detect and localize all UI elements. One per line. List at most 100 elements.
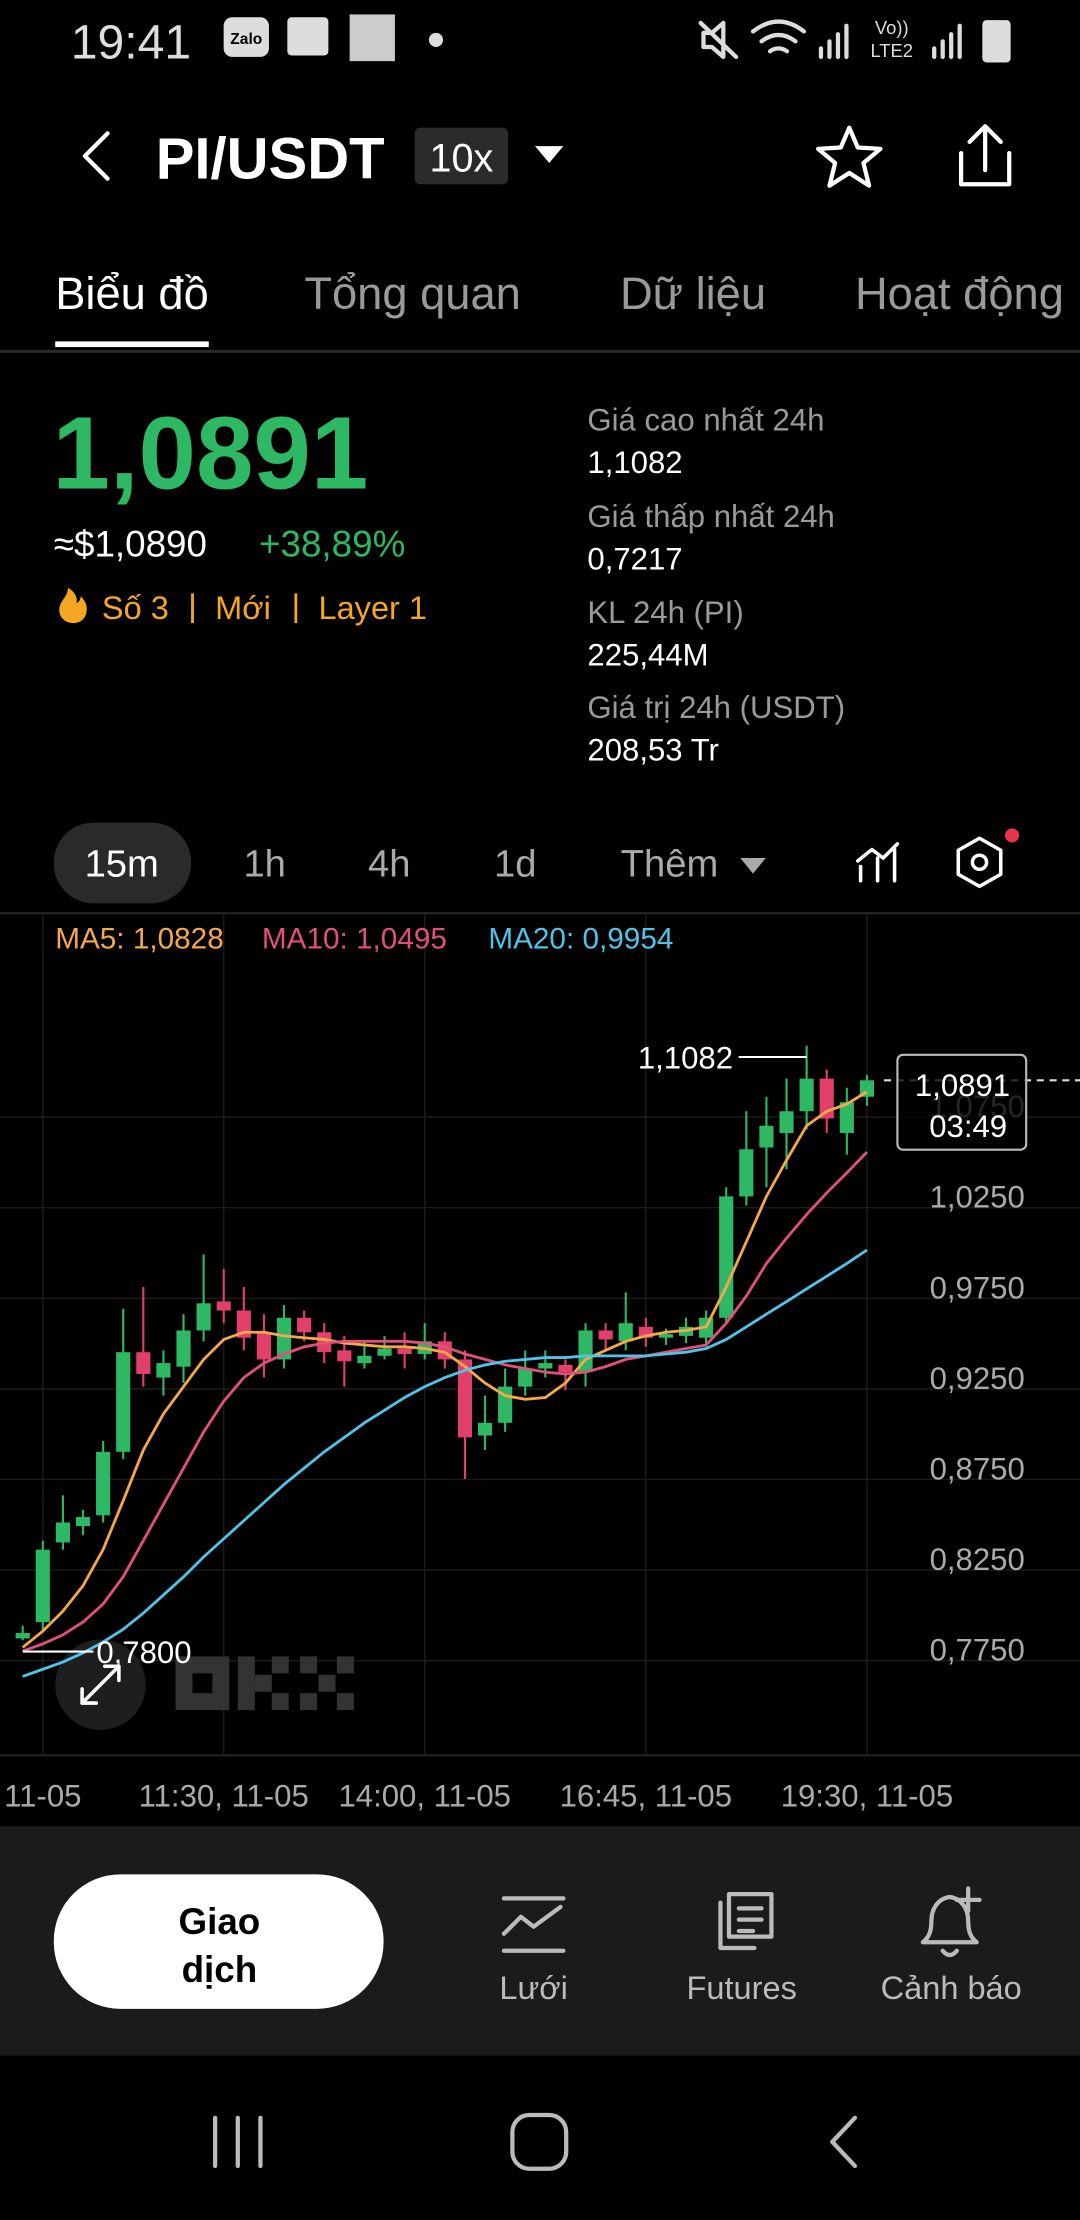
notification-dot	[1004, 828, 1020, 843]
candle-body	[598, 1330, 613, 1340]
action-label[interactable]: Lưới	[499, 1970, 567, 2006]
candle-body	[658, 1334, 674, 1338]
zalo-icon	[223, 17, 269, 57]
more-dropdown[interactable]	[740, 858, 766, 874]
gallery-icon	[287, 17, 329, 56]
high-marker-label: 1,1082	[638, 1040, 733, 1075]
candle-body	[96, 1451, 111, 1516]
nav-back-button[interactable]	[830, 2115, 858, 2169]
x-tick-label: 11:30, 11-05	[139, 1778, 309, 1813]
candle-body	[156, 1363, 171, 1378]
trade-label: dịch	[182, 1949, 258, 1990]
last-price-box	[896, 1053, 1028, 1151]
stat-value: 0,7217	[587, 541, 682, 576]
zalo-text: Zalo	[230, 31, 262, 48]
candle-body	[216, 1301, 231, 1311]
x-tick-label: 19:30, 11-05	[781, 1778, 953, 1813]
dot-icon	[428, 32, 444, 47]
back-button[interactable]	[82, 131, 110, 181]
stat-value: 225,44M	[587, 638, 708, 673]
signal-icon-2	[932, 23, 962, 60]
candle-body	[397, 1348, 412, 1355]
indicator-button[interactable]	[856, 842, 900, 883]
x-tick-label: 14:00, 11-05	[338, 1778, 510, 1813]
candle-body	[15, 1632, 30, 1639]
status-bar: 19:41 Zalo Vo)) LTE2	[71, 14, 1011, 69]
stat-value: 208,53 Tr	[587, 732, 719, 767]
tab-underline	[55, 341, 209, 348]
candle-body	[839, 1102, 854, 1133]
hot-icon	[59, 587, 87, 624]
action-label[interactable]: Cảnh báo	[881, 1970, 1022, 2006]
leverage-badge	[414, 127, 509, 185]
x-tick-label: 11-05	[4, 1778, 81, 1813]
legend-item: MA20: 0,9954	[488, 923, 673, 956]
timeframe[interactable]: 15m	[85, 842, 159, 885]
home-button[interactable]	[510, 2112, 569, 2171]
candle-body	[477, 1422, 493, 1436]
futures-icon[interactable]	[718, 1892, 774, 1951]
timeframes: 15m 1h 4h 1d Thêm	[0, 822, 1080, 915]
candle-body	[638, 1326, 653, 1338]
candle-body	[558, 1364, 573, 1373]
tab[interactable]: Biểu đồ	[55, 268, 209, 319]
tag[interactable]: Số 3	[102, 590, 169, 626]
timeframe[interactable]: 1d	[494, 842, 536, 885]
tab[interactable]: Dữ liệu	[620, 268, 766, 319]
ticker: 1,0891 ≈$1,0890 +38,89% Số 3 Mới Layer 1	[52, 395, 427, 626]
candle-body	[357, 1355, 372, 1364]
trade-button[interactable]	[53, 1874, 384, 2009]
grid-bot-icon[interactable]	[501, 1896, 566, 1953]
y-tick-label: 0,8250	[930, 1542, 1025, 1577]
share-button[interactable]	[958, 124, 1012, 187]
action-label[interactable]: Futures	[687, 1970, 797, 2006]
stat-label: KL 24h (PI)	[587, 595, 743, 630]
y-tick-label: 0,8750	[930, 1451, 1025, 1486]
clock: 19:41	[71, 15, 191, 69]
pair-title: PI/USDT	[156, 127, 385, 192]
candle-body	[196, 1303, 211, 1331]
candle-body	[739, 1149, 754, 1197]
recent-apps-button[interactable]	[213, 2115, 263, 2169]
tab[interactable]: Hoạt động	[855, 268, 1064, 319]
timeframe[interactable]: 4h	[368, 842, 410, 885]
leverage-text: 10x	[429, 137, 493, 181]
candle-body	[759, 1125, 774, 1148]
y-tick-label: 0,9250	[930, 1361, 1025, 1396]
candle-body	[518, 1368, 533, 1387]
candle-body	[116, 1352, 131, 1452]
candle-body	[256, 1332, 271, 1360]
tag[interactable]: Layer 1	[318, 590, 427, 626]
change-percent: +38,89%	[259, 524, 405, 565]
pair-dropdown[interactable]	[535, 146, 564, 164]
usd-price: ≈$1,0890	[54, 524, 207, 565]
candle-body	[337, 1350, 352, 1362]
candle-body	[276, 1317, 292, 1360]
ma-line	[22, 1248, 868, 1678]
tabs: Biểu đồ Tổng quan Dữ liệu Hoạt động	[0, 268, 1080, 353]
ma-line	[21, 1090, 868, 1649]
expand-icon	[80, 1664, 121, 1705]
legend-item: MA5: 1,0828	[55, 923, 224, 956]
timeframe[interactable]: Thêm	[621, 842, 719, 885]
settings-dot	[970, 853, 989, 872]
tag[interactable]: Mới	[215, 590, 271, 626]
low-marker-label: 0,7800	[96, 1635, 191, 1670]
timeframe[interactable]: 1h	[243, 842, 286, 885]
last-price: 1,0891	[52, 395, 368, 511]
countdown-label: 03:49	[929, 1109, 1007, 1144]
y-tick-label: 1,0250	[930, 1180, 1025, 1215]
signal-icon	[818, 23, 849, 60]
candle-body	[799, 1078, 814, 1112]
favorite-button[interactable]	[816, 125, 883, 188]
trade-label: Giao	[178, 1901, 260, 1942]
app-icon	[349, 14, 395, 62]
candle-body	[55, 1522, 70, 1543]
bottom-bar: Giao dịch Lưới Futures Cảnh báo	[0, 1826, 1080, 2056]
candle-body	[377, 1348, 392, 1356]
tab[interactable]: Tổng quan	[304, 268, 521, 319]
alert-icon[interactable]	[920, 1886, 982, 1958]
settings-button[interactable]	[956, 836, 1003, 889]
y-tick-label: 0,9750	[930, 1270, 1025, 1305]
